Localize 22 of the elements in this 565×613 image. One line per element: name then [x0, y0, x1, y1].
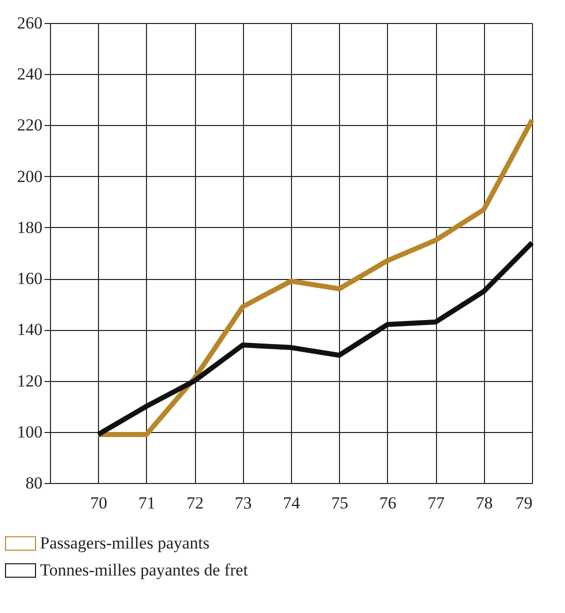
- y-tick-label: 260: [17, 14, 42, 32]
- x-tick-label: 78: [476, 494, 493, 512]
- x-tick-label: 72: [186, 494, 204, 512]
- y-tick-label: 120: [17, 371, 42, 390]
- x-tick-label: 71: [138, 494, 156, 512]
- y-tick-label: 240: [17, 64, 42, 84]
- x-tick-label: 79: [516, 494, 532, 512]
- y-tick-label: 180: [17, 218, 42, 237]
- x-tick-label: 77: [428, 494, 446, 512]
- legend-label: Passagers-milles payants: [40, 534, 210, 552]
- y-tick-label: 80: [26, 474, 42, 492]
- y-tick-label: 140: [17, 320, 42, 340]
- x-tick-label: 76: [379, 494, 396, 512]
- legend-label: Tonnes-milles payantes de fret: [40, 560, 248, 580]
- x-tick-label: 70: [90, 494, 108, 512]
- x-tick-label: 74: [283, 494, 300, 512]
- y-tick-label: 220: [17, 116, 42, 135]
- y-tick-label: 200: [17, 166, 42, 186]
- y-tick-label: 100: [17, 422, 42, 442]
- x-tick-label: 75: [331, 494, 348, 512]
- y-tick-label: 160: [17, 269, 42, 288]
- x-tick-label: 73: [234, 494, 252, 512]
